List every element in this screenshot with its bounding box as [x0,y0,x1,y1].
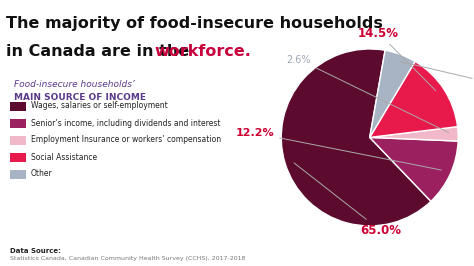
Text: Data Source:: Data Source: [10,248,61,254]
Text: workforce.: workforce. [154,44,251,59]
Text: Other: Other [31,169,53,178]
Wedge shape [370,127,458,141]
Wedge shape [281,49,431,226]
Bar [10,135,26,144]
Text: Social Assistance: Social Assistance [31,152,97,161]
Text: Statistics Canada, Canadian Community Health Survey (CCHS), 2017-2018: Statistics Canada, Canadian Community He… [10,256,246,261]
Text: 5.8%: 5.8% [401,62,474,88]
Bar [10,152,26,161]
Text: Wages, salaries or self-employment: Wages, salaries or self-employment [31,102,168,110]
Bar [10,118,26,127]
Text: 14.5%: 14.5% [358,27,436,91]
Text: The majority of food-insecure households: The majority of food-insecure households [6,16,383,31]
Text: 2.6%: 2.6% [287,55,448,132]
Text: MAIN SOURCE OF INCOME: MAIN SOURCE OF INCOME [14,93,146,102]
Text: 65.0%: 65.0% [294,163,401,237]
Wedge shape [370,61,457,138]
Text: Employment Insurance or workers’ compensation: Employment Insurance or workers’ compens… [31,135,221,144]
Text: 12.2%: 12.2% [236,128,441,170]
Text: Senior’s income, including dividends and interest: Senior’s income, including dividends and… [31,118,220,127]
Wedge shape [370,50,415,138]
Bar [10,102,26,110]
Text: in Canada are in the: in Canada are in the [6,44,195,59]
Bar [10,169,26,178]
Wedge shape [370,138,458,201]
Text: Food-insecure households’: Food-insecure households’ [14,80,135,89]
